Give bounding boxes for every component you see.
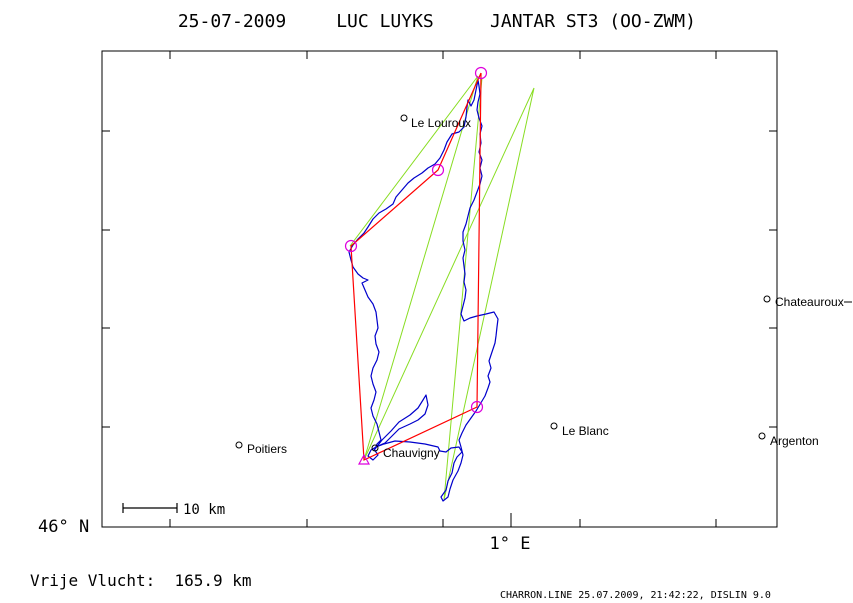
turnpoint-marker [431,163,445,177]
turnpoints [344,66,488,465]
town-label: Le Blanc [562,424,609,438]
town-markers [235,114,771,452]
town-label: Le Louroux [411,116,471,130]
pilot-name: LUC LUYKS [336,11,434,32]
town-marker [550,422,558,430]
town-marker [400,114,408,122]
axis-ticks [102,51,777,528]
town-marker [371,444,379,452]
credit-line: CHARRON.LINE 25.07.2009, 21:42:22, DISLI… [500,590,771,601]
turnpoint-marker [474,66,488,80]
scale-bar: 10 km [122,502,225,518]
turnpoint-marker [470,400,484,414]
town-label: Argenton [770,434,819,448]
town-marker [763,295,771,303]
town-label: Poitiers [247,442,287,456]
map-frame [101,50,778,528]
town-label: Chauvigny [383,446,440,460]
flight-date: 25-07-2009 [178,11,286,32]
straight-legs [349,75,535,501]
task-route [350,72,482,461]
flight-distance: Vrije Vlucht: 165.9 km [30,571,252,590]
glider-name: JANTAR ST3 (OO-ZWM) [490,11,696,32]
longitude-label: 1° E [490,534,531,554]
scale-bar-label: 10 km [183,502,225,518]
town-marker [758,432,766,440]
start-triangle-marker [357,453,371,465]
latitude-label: 46° N [38,517,89,537]
town-marker [235,441,243,449]
town-label: Chateauroux [775,295,844,309]
turnpoint-marker [344,239,358,253]
